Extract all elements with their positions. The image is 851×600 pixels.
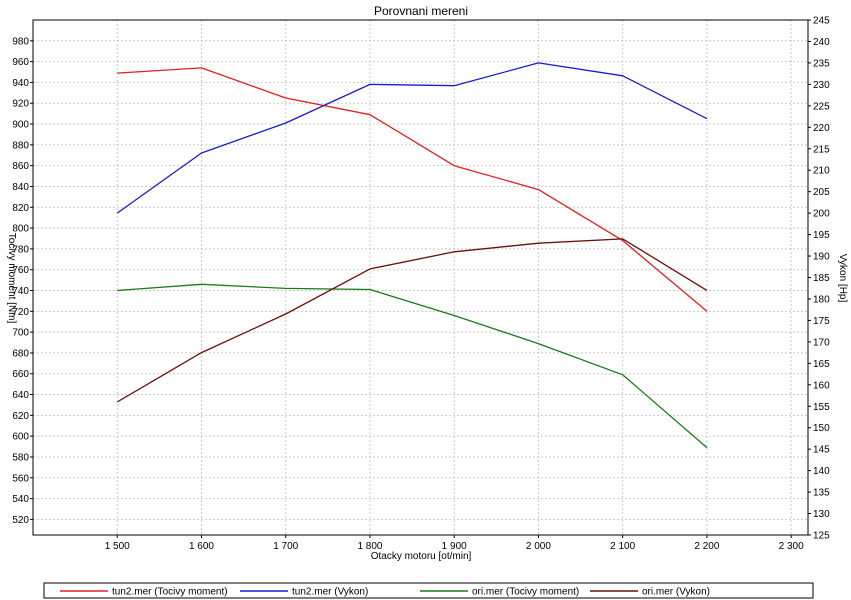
right-y-axis-ticks: 125 130 135 140 145 150 155 160 165 170 175 180 185 1… <box>808 16 830 542</box>
x-axis-label: Otacky motoru [ot/min] <box>371 551 472 562</box>
legend: tun2.mer (Tocivy moment) tun2.mer (Vykon)… <box>60 587 710 598</box>
right-y-tick-label: 175 <box>813 316 830 327</box>
right-y-tick-label: 195 <box>813 230 830 241</box>
plot-area-border <box>32 19 809 536</box>
left-y-axis-label: Tocivy moment [Nm] <box>6 233 17 324</box>
x-tick-label: 2 200 <box>694 541 719 552</box>
x-tick-label: 1 500 <box>105 541 130 552</box>
legend-label: tun2.mer (Vykon) <box>292 587 368 598</box>
legend-label: tun2.mer (Tocivy moment) <box>112 587 228 598</box>
left-y-tick-label: 780 <box>12 244 29 255</box>
right-y-tick-label: 200 <box>813 209 830 220</box>
right-y-tick-label: 185 <box>813 273 830 284</box>
left-y-tick-label: 760 <box>12 265 29 276</box>
right-y-tick-label: 210 <box>813 166 830 177</box>
left-y-tick-label: 520 <box>12 515 29 526</box>
left-y-tick-label: 640 <box>12 390 29 401</box>
x-tick-label: 1 800 <box>357 541 382 552</box>
x-axis-ticks: 1 500 1 600 1 700 1 800 1 900 2 000 2 100 2 200… <box>105 535 804 552</box>
left-y-tick-label: 680 <box>12 348 29 359</box>
left-y-tick-label: 700 <box>12 328 29 339</box>
left-y-tick-label: 880 <box>12 140 29 151</box>
right-y-tick-label: 150 <box>813 423 830 434</box>
right-y-tick-label: 180 <box>813 294 830 305</box>
right-y-tick-label: 240 <box>813 37 830 48</box>
x-tick-label: 2 300 <box>779 541 804 552</box>
series-line-4 <box>116 238 708 403</box>
left-y-tick-label: 860 <box>12 161 29 172</box>
right-y-tick-label: 130 <box>813 509 830 520</box>
series-line-3 <box>117 283 708 449</box>
left-y-tick-label: 660 <box>12 369 29 380</box>
series-lines <box>116 62 708 449</box>
left-y-tick-label: 980 <box>12 36 29 47</box>
legend-label: ori.mer (Tocivy moment) <box>472 587 579 598</box>
left-y-tick-label: 960 <box>12 57 29 68</box>
left-y-tick-label: 820 <box>12 203 29 214</box>
left-y-tick-label: 620 <box>12 411 29 422</box>
right-y-tick-label: 155 <box>813 402 830 413</box>
right-y-tick-label: 205 <box>813 187 830 198</box>
left-y-tick-label: 600 <box>12 432 29 443</box>
x-tick-label: 2 100 <box>610 541 635 552</box>
right-y-tick-label: 230 <box>813 80 830 91</box>
series-line-2 <box>116 62 708 214</box>
left-y-tick-label: 560 <box>12 473 29 484</box>
left-y-axis-ticks: 520 540 560 580 600 620 640 660 680 700 720 740 760 7… <box>12 36 33 526</box>
right-y-tick-label: 225 <box>813 101 830 112</box>
left-y-tick-label: 840 <box>12 182 29 193</box>
legend-label: ori.mer (Vykon) <box>642 587 710 598</box>
left-y-tick-label: 580 <box>12 452 29 463</box>
left-y-tick-label: 900 <box>12 120 29 131</box>
right-y-tick-label: 160 <box>813 380 830 391</box>
left-y-tick-label: 800 <box>12 224 29 235</box>
right-y-tick-label: 245 <box>813 16 830 27</box>
right-y-tick-label: 145 <box>813 445 830 456</box>
left-y-tick-label: 940 <box>12 78 29 89</box>
right-y-tick-label: 170 <box>813 337 830 348</box>
right-y-tick-label: 135 <box>813 488 830 499</box>
left-y-tick-label: 540 <box>12 494 29 505</box>
x-tick-label: 2 000 <box>526 541 551 552</box>
right-y-tick-label: 140 <box>813 466 830 477</box>
series-line-1 <box>117 67 708 312</box>
left-y-tick-label: 920 <box>12 99 29 110</box>
x-tick-label: 1 900 <box>442 541 467 552</box>
left-y-tick-label: 740 <box>12 286 29 297</box>
chart-title: Porovnani mereni <box>374 4 468 18</box>
right-y-tick-label: 235 <box>813 58 830 69</box>
left-y-tick-label: 720 <box>12 307 29 318</box>
gridlines <box>33 20 808 535</box>
right-y-tick-label: 125 <box>813 531 830 542</box>
right-y-tick-label: 165 <box>813 359 830 370</box>
right-y-tick-label: 190 <box>813 252 830 263</box>
right-y-tick-label: 215 <box>813 144 830 155</box>
x-tick-label: 1 600 <box>189 541 214 552</box>
x-tick-label: 1 700 <box>273 541 298 552</box>
right-y-tick-label: 220 <box>813 123 830 134</box>
right-y-axis-label: Vykon [Hp] <box>837 254 848 303</box>
